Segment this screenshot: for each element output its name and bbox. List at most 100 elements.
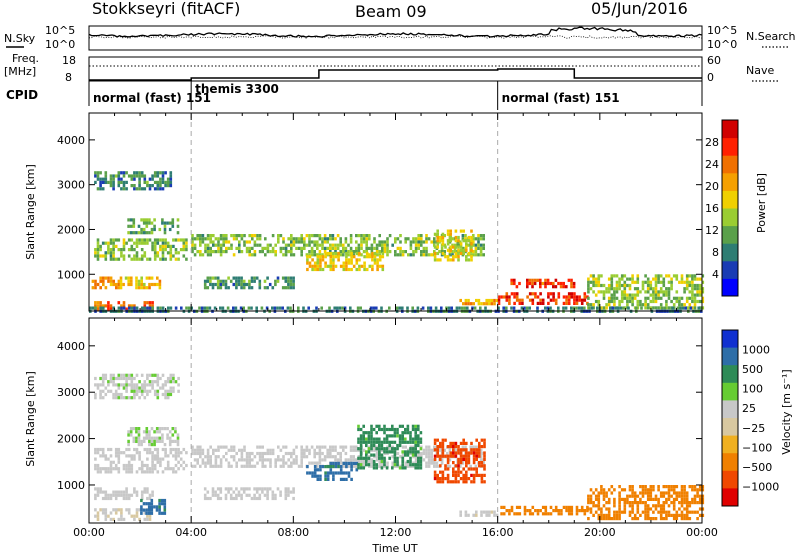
echo-cell [216,496,220,501]
echo-cell [203,286,207,290]
echo-cell [117,286,121,290]
echo-cell [217,243,220,247]
echo-cell [654,274,658,278]
echo-cell [258,458,262,462]
echo-cell [696,287,699,291]
echo-cell [605,287,608,291]
echo-cell [133,514,136,518]
echo-cell [96,386,100,390]
echo-cell [274,282,277,287]
echo-cell [169,257,173,261]
echo-cell [229,279,233,283]
echo-cell [258,282,262,287]
echo-cell [127,467,131,471]
echo-cell [449,258,452,262]
echo-cell [665,485,668,489]
echo-cell [130,389,134,393]
echo-cell [115,282,118,287]
echo-cell [148,306,152,310]
echo-cell [652,517,655,521]
echo-cell [623,497,627,501]
echo-cell [470,229,473,233]
echo-cell [104,517,108,521]
echo-cell [138,457,141,461]
echo-cell [107,470,110,474]
echo-cell [150,221,154,225]
echo-cell [277,455,280,459]
echo-cell [329,258,333,262]
echo-cell [159,238,162,242]
echo-cell [446,480,450,484]
echo-cell [478,445,481,449]
echo-cell [531,292,535,296]
echo-cell [255,276,259,280]
echo-cell [135,508,139,512]
echo-cell [347,474,351,478]
echo-cell [112,380,115,384]
echo-cell [391,434,394,438]
echo-cell [177,257,180,261]
echo-cell [623,280,627,284]
echo-cell [99,490,102,494]
echo-cell [172,470,175,474]
echo-cell [155,439,159,443]
echo-cell [667,280,671,284]
echo-cell [112,254,115,258]
echo-cell [688,501,692,505]
echo-cell [662,507,666,511]
echo-cell [174,457,178,461]
echo-cell [219,250,223,254]
echo-cell [549,298,553,302]
echo-cell [219,461,223,465]
echo-cell [350,465,353,469]
echo-cell [242,487,246,491]
echo-cell [164,389,167,393]
echo-cell [465,464,468,468]
echo-cell [433,464,436,468]
echo-cell [649,507,653,511]
echo-cell [164,184,167,188]
echo-cell [401,459,404,464]
echo-cell [337,251,340,256]
echo-cell [349,448,353,452]
echo-cell [159,463,162,468]
echo-cell [248,250,251,254]
echo-cell [347,250,350,254]
echo-cell [454,235,458,240]
echo-cell [541,505,545,509]
power-colorbar-swatch [722,120,738,139]
echo-cell [125,241,128,245]
echo-cell [587,290,590,294]
echo-cell [251,253,254,257]
echo-cell [636,517,640,521]
echo-cell [420,234,423,238]
echo-cell [385,434,389,438]
echo-cell [96,257,100,261]
echo-cell [618,283,621,288]
echo-cell [663,306,667,310]
echo-cell [269,461,272,465]
echo-cell [101,467,105,471]
echo-cell [235,464,238,468]
echo-cell [143,306,147,310]
echo-cell [177,454,180,458]
echo-cell [667,504,671,508]
echo-cell [639,290,642,294]
velocity-echo-band [306,461,359,481]
echo-cell [222,240,225,244]
echo-cell [235,237,238,241]
echo-cell [240,448,244,452]
echo-cell [462,251,465,256]
echo-cell [292,496,295,501]
echo-cell [698,485,702,489]
echo-cell [427,464,431,468]
echo-cell [386,237,389,241]
echo-cell [680,510,684,514]
echo-cell [130,376,134,381]
echo-cell [347,261,351,265]
echo-cell [117,493,121,497]
echo-cell [607,277,611,281]
echo-cell [323,240,327,244]
echo-cell [107,389,110,393]
echo-cell [672,488,676,492]
